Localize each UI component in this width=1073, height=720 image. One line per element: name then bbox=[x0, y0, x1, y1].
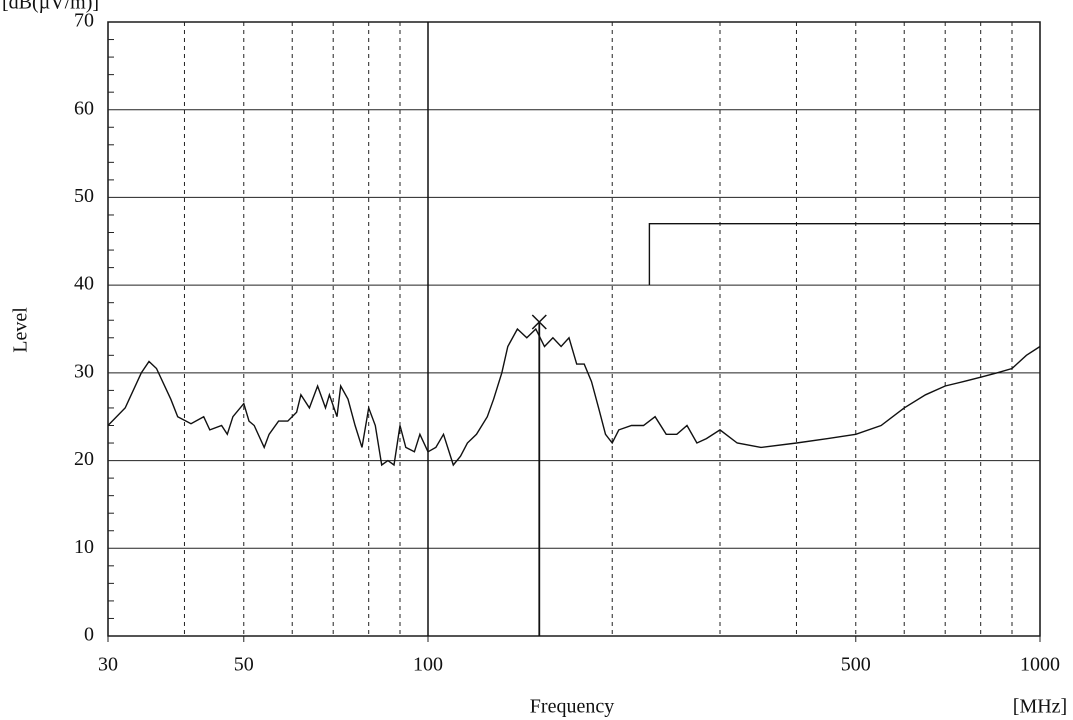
x-tick-label: 100 bbox=[413, 654, 443, 676]
y-tick-label: 40 bbox=[74, 273, 94, 295]
x-tick-label: 30 bbox=[98, 654, 118, 676]
trace bbox=[107, 327, 1041, 467]
y-tick-label: 30 bbox=[74, 360, 94, 382]
limit-line bbox=[648, 223, 1040, 286]
y-unit: [dB(µV/m)] bbox=[2, 0, 99, 14]
x-tick-label: 50 bbox=[234, 654, 254, 676]
y-tick-label: 0 bbox=[84, 624, 94, 646]
y-tick-label: 10 bbox=[74, 536, 94, 558]
y-tick-label: 60 bbox=[74, 97, 94, 119]
y-tick-label: 50 bbox=[74, 185, 94, 207]
x-axis-label: Frequency bbox=[530, 696, 614, 718]
y-tick-label: 70 bbox=[74, 10, 94, 32]
x-tick-label: 500 bbox=[841, 654, 871, 676]
x-unit: [MHz] bbox=[1013, 696, 1067, 718]
y-tick-label: 20 bbox=[74, 448, 94, 470]
x-tick-label: 1000 bbox=[1020, 654, 1060, 676]
peak-marker bbox=[531, 314, 547, 330]
y-axis-label: Level bbox=[10, 307, 32, 353]
plot-frame bbox=[107, 21, 1041, 637]
